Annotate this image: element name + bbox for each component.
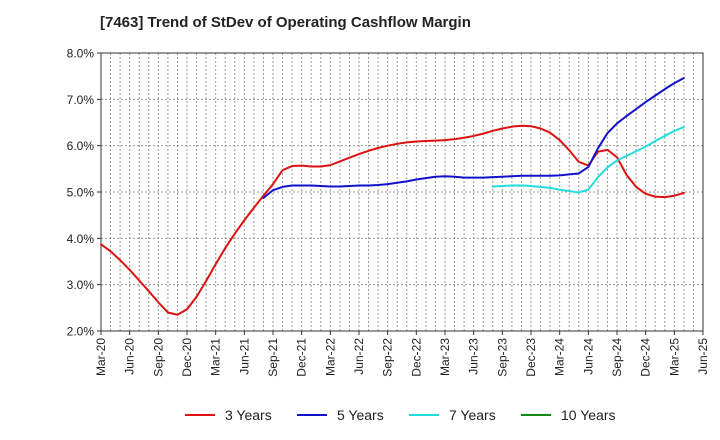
x-tick-label: Dec-21 — [295, 338, 309, 377]
x-tick-label: Jun-21 — [237, 338, 251, 375]
x-tick-label: Mar-23 — [438, 338, 452, 376]
legend-swatch-7-years — [409, 414, 439, 416]
legend-swatch-10-years — [521, 414, 551, 416]
y-tick-label: 4.0% — [67, 232, 95, 246]
y-tick-label: 7.0% — [67, 93, 95, 107]
legend-label-7-years: 7 Years — [449, 407, 496, 423]
x-tick-label: Dec-24 — [639, 338, 653, 377]
x-axis: Mar-20 Jun-20 Sep-20 Dec-20 Mar-21 Jun-21 Sep-… — [94, 331, 710, 377]
x-tick-label: Mar-24 — [553, 338, 567, 376]
x-tick-label: Mar-25 — [667, 338, 681, 376]
series-line-7-years — [491, 126, 685, 194]
series-line-5-years — [262, 77, 685, 200]
x-tick-label: Dec-23 — [524, 338, 538, 377]
y-tick-label: 6.0% — [67, 139, 95, 153]
x-tick-label: Mar-21 — [209, 338, 223, 376]
chart-title: [7463] Trend of StDev of Operating Cashf… — [100, 14, 471, 31]
legend-item-10-years: 10 Years — [521, 404, 616, 426]
series-line-3-years — [100, 124, 685, 316]
legend-label-5-years: 5 Years — [337, 407, 384, 423]
x-tick-label: Jun-23 — [467, 338, 481, 375]
series-lines — [100, 77, 685, 316]
x-tick-label: Jun-24 — [581, 338, 595, 375]
x-tick-label: Sep-22 — [381, 338, 395, 377]
x-tick-label: Sep-21 — [266, 338, 280, 377]
y-tick-label: 2.0% — [67, 325, 95, 339]
x-tick-label: Sep-24 — [610, 338, 624, 377]
y-tick-label: 3.0% — [67, 278, 95, 292]
x-tick-label: Jun-25 — [696, 338, 710, 375]
legend-swatch-3-years — [185, 414, 215, 416]
legend-item-3-years: 3 Years — [185, 404, 272, 426]
x-tick-label: Jun-20 — [123, 338, 137, 375]
x-tick-label: Mar-22 — [323, 338, 337, 376]
x-tick-label: Dec-22 — [409, 338, 423, 377]
y-tick-label: 8.0% — [67, 47, 95, 61]
legend-label-10-years: 10 Years — [561, 407, 616, 423]
legend-swatch-5-years — [297, 414, 327, 416]
x-tick-label: Dec-20 — [180, 338, 194, 377]
y-tick-label: 5.0% — [67, 186, 95, 200]
x-tick-label: Sep-23 — [495, 338, 509, 377]
legend-item-7-years: 7 Years — [409, 404, 496, 426]
legend: 3 Years 5 Years 7 Years 10 Years — [0, 404, 720, 426]
legend-item-5-years: 5 Years — [297, 404, 384, 426]
x-tick-label: Mar-20 — [94, 338, 108, 376]
legend-label-3-years: 3 Years — [225, 407, 272, 423]
x-tick-label: Sep-20 — [151, 338, 165, 377]
grid-lines — [101, 53, 703, 331]
x-tick-label: Jun-22 — [352, 338, 366, 375]
y-axis: 2.0% 3.0% 4.0% 5.0% 6.0% 7.0% 8.0% — [67, 47, 101, 339]
